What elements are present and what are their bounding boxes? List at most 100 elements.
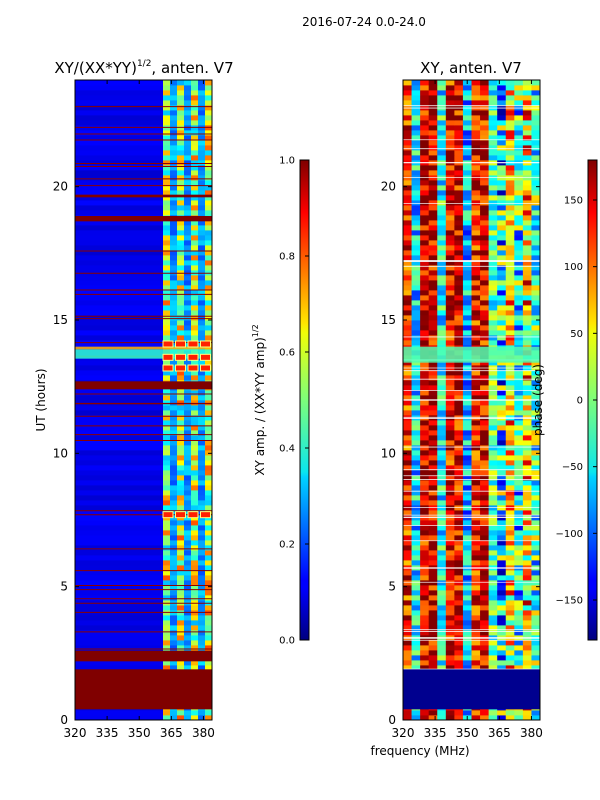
amplitude-cell-high — [205, 155, 212, 161]
amplitude-cell-high — [205, 530, 212, 536]
phase-cell — [531, 575, 540, 581]
amplitude-cell-high — [198, 425, 206, 431]
phase-cell — [522, 615, 532, 621]
phase-cell — [471, 440, 481, 446]
phase-cell — [454, 335, 464, 341]
phase-cell — [531, 585, 540, 591]
phase-cell — [403, 375, 412, 381]
amplitude-cell-high — [177, 710, 185, 716]
phase-cell — [488, 415, 498, 421]
phase-cell — [403, 580, 412, 586]
phase-cell — [471, 630, 481, 636]
amplitude-colorbar: 0.00.20.40.60.81.0 XY amp. / (XX*YY amp)… — [251, 156, 310, 647]
phase-cell — [480, 420, 490, 426]
phase-cell — [454, 655, 464, 661]
amplitude-cell-high — [163, 505, 171, 511]
amplitude-cell-high — [177, 660, 185, 666]
phase-cell — [420, 375, 430, 381]
phase-cell — [445, 90, 455, 96]
phase-cell — [437, 255, 447, 261]
phase-cell — [497, 90, 507, 96]
phase-cell — [462, 460, 472, 466]
phase-cell — [497, 510, 507, 516]
amplitude-cell-high — [191, 405, 199, 411]
phase-cell — [420, 300, 430, 306]
phase-cell — [437, 185, 447, 191]
phase-cell — [497, 585, 507, 591]
phase-cell — [462, 575, 472, 581]
phase-cell — [462, 360, 472, 366]
amplitude-colorbar-tick-label: 1.0 — [279, 156, 295, 167]
phase-cell — [522, 470, 532, 476]
phase-cell — [531, 295, 540, 301]
phase-cell — [471, 315, 481, 321]
phase-cell — [437, 600, 447, 606]
amplitude-cell-high — [177, 615, 185, 621]
phase-cell — [428, 190, 438, 196]
amplitude-cell-high — [177, 500, 185, 506]
phase-cell — [403, 150, 412, 156]
phase-cell — [471, 115, 481, 121]
phase-cell — [411, 205, 421, 211]
phase-cell — [462, 625, 472, 631]
phase-cell — [454, 130, 464, 136]
phase-cell — [462, 305, 472, 311]
amplitude-cell-high — [163, 150, 171, 156]
phase-cell — [411, 410, 421, 416]
amplitude-cell-high — [205, 85, 212, 91]
amplitude-cell-high — [198, 185, 206, 191]
amplitude-cell-high — [191, 590, 199, 596]
amplitude-cell-low — [75, 555, 163, 561]
amplitude-cell-high — [170, 710, 178, 716]
amplitude-cell-high — [191, 235, 199, 241]
amplitude-cell-high — [184, 550, 192, 556]
phase-cell — [445, 120, 455, 126]
amplitude-cell-high — [170, 595, 178, 601]
phase-cell — [497, 620, 507, 626]
phase-cell — [505, 385, 515, 391]
phase-cell — [420, 210, 430, 216]
phase-cell — [445, 555, 455, 561]
amplitude-cell-high — [191, 185, 199, 191]
phase-cell — [505, 425, 515, 431]
phase-cell — [471, 265, 481, 271]
amplitude-cell-high — [163, 145, 171, 151]
phase-cell — [514, 315, 524, 321]
phase-cell — [437, 240, 447, 246]
amplitude-cell-high — [198, 360, 206, 366]
phase-cell — [488, 465, 498, 471]
amplitude-colorbar-tick-label: 0.6 — [279, 348, 295, 359]
phase-cell — [411, 625, 421, 631]
phase-cell — [437, 125, 447, 131]
phase-cell — [505, 120, 515, 126]
phase-cell — [505, 450, 515, 456]
phase-cell — [514, 85, 524, 91]
phase-cell — [497, 245, 507, 251]
amplitude-cell-high — [191, 375, 199, 381]
phase-cell — [411, 80, 421, 86]
amplitude-cell-high — [170, 570, 178, 576]
phase-cell — [428, 440, 438, 446]
phase-cell — [522, 435, 532, 441]
phase-cell — [480, 405, 490, 411]
phase-cell — [454, 230, 464, 236]
amplitude-cell-high — [163, 210, 171, 216]
phase-cell — [462, 655, 472, 661]
phase-colorbar-tick-label: 50 — [570, 329, 583, 340]
phase-cell — [531, 410, 540, 416]
amplitude-cell-high — [170, 135, 178, 141]
phase-cell — [411, 270, 421, 276]
amplitude-cell-high — [177, 475, 185, 481]
amplitude-cell-high — [163, 220, 171, 226]
phase-cell — [522, 430, 532, 436]
phase-cell — [505, 320, 515, 326]
phase-cell — [480, 230, 490, 236]
amplitude-cell-high — [205, 615, 212, 621]
phase-cell — [514, 535, 524, 541]
amplitude-highlight-cell — [175, 353, 186, 361]
amplitude-highlight-cell — [187, 353, 199, 361]
phase-cell — [420, 310, 430, 316]
phase-cell — [454, 295, 464, 301]
